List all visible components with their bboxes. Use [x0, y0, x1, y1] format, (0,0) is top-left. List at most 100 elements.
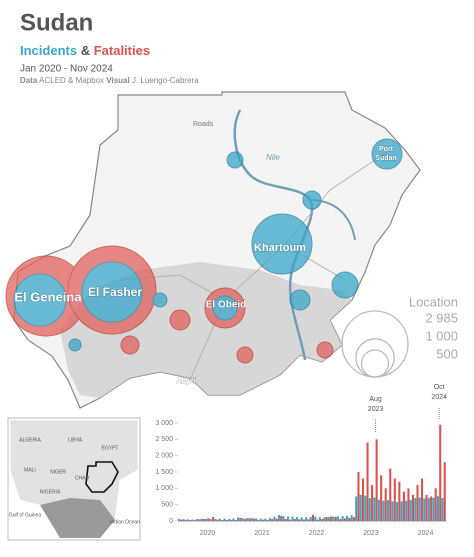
subtitle-amp: & — [81, 43, 90, 58]
bar — [441, 498, 444, 521]
bar — [293, 519, 296, 521]
bar — [259, 518, 262, 521]
inset-label: CHAD — [75, 475, 90, 481]
bar — [325, 517, 328, 521]
credit-text: ACLED & Mapbox — [39, 76, 104, 85]
credits: Data ACLED & Mapbox Visual J. Luengo-Cab… — [20, 76, 199, 85]
event-circles — [5, 138, 403, 364]
bar — [443, 462, 446, 521]
inset-label: ALGERIA — [19, 437, 41, 443]
x-tick-label: 2023 — [363, 530, 379, 537]
bar — [287, 516, 290, 521]
bar — [398, 481, 401, 521]
event-circle — [212, 295, 238, 321]
bar — [382, 500, 385, 521]
bar — [302, 519, 305, 521]
bar — [316, 519, 319, 521]
event-circle — [302, 190, 322, 210]
bar — [280, 516, 283, 521]
event-circle — [289, 289, 311, 311]
inset-labels: ALGERIA LIBYA EGYPT MALI NIGER CHAD NIGERIA Gul… — [9, 437, 140, 525]
legend-label: 2 985 — [425, 310, 458, 325]
bar — [241, 518, 244, 521]
bar — [184, 519, 187, 521]
bar — [314, 516, 317, 521]
bar — [371, 485, 374, 521]
y-tick-label: 500 — [161, 502, 173, 509]
bar — [359, 494, 362, 521]
bar — [409, 499, 412, 521]
inset-map: ALGERIA LIBYA EGYPT MALI NIGER CHAD NIGERIA Gul… — [7, 417, 141, 541]
inset-label: NIGER — [50, 469, 66, 475]
bar — [377, 499, 380, 521]
bar — [277, 515, 281, 521]
y-tick-label: 0 — [169, 518, 173, 525]
bar — [298, 519, 301, 521]
bar — [300, 517, 303, 521]
bar — [264, 518, 267, 521]
inset-label: LIBYA — [68, 437, 82, 443]
y-tick-label: 1 500 — [155, 469, 173, 476]
bar — [305, 517, 308, 521]
bar — [268, 518, 271, 521]
event-circle — [152, 292, 168, 308]
event-circle — [13, 273, 67, 327]
bar — [427, 498, 430, 521]
bar — [180, 519, 183, 521]
bar — [225, 520, 228, 521]
bar — [373, 497, 376, 521]
bar — [357, 472, 360, 521]
bar — [250, 517, 253, 521]
y-tick-label: 1 000 — [155, 485, 173, 492]
inset-label: Gulf of Guinea — [9, 512, 41, 518]
bar — [246, 518, 249, 521]
bar — [262, 519, 265, 521]
bar — [243, 519, 246, 521]
credit-text: J. Luengo-Cabrera — [132, 76, 199, 85]
bar — [366, 442, 369, 521]
legend-circle — [341, 310, 409, 378]
map-label: Port — [379, 146, 394, 153]
bar — [327, 517, 330, 521]
legend-title: Location — [409, 294, 458, 309]
map-label: Sudan — [375, 155, 396, 162]
bar — [400, 501, 403, 521]
bar — [191, 519, 194, 521]
bar — [193, 520, 196, 521]
bar — [393, 478, 396, 521]
bar — [198, 519, 201, 521]
bar — [330, 516, 333, 521]
bar — [237, 517, 240, 521]
bar — [425, 494, 428, 521]
map: Roads Nile Port Sudan Khartoum El Gen — [5, 91, 458, 409]
x-tick-label: 2020 — [200, 530, 216, 537]
bar — [350, 515, 353, 521]
bar — [375, 439, 378, 521]
bar — [405, 500, 408, 521]
bar — [232, 518, 235, 521]
event-circle — [316, 341, 334, 359]
bar — [391, 501, 394, 521]
bar — [332, 516, 335, 521]
event-circle — [331, 271, 359, 299]
annotation: Aug — [369, 396, 382, 403]
bar — [439, 424, 442, 521]
subtitle: Incidents & Fatalities — [20, 43, 150, 58]
credit-label: Visual — [106, 76, 129, 85]
bar — [209, 519, 212, 521]
bar — [227, 519, 231, 521]
event-circle — [226, 151, 244, 169]
annotation: Oct — [434, 384, 445, 391]
bar — [221, 520, 224, 521]
x-tick-label: 2024 — [418, 530, 434, 537]
bar — [196, 519, 199, 521]
map-label: El Fasher — [88, 285, 142, 299]
bar — [389, 468, 392, 521]
map-label: El Obeid — [206, 300, 247, 311]
bar — [336, 516, 340, 521]
bar — [200, 518, 203, 521]
bar — [230, 519, 233, 521]
credit-label: Data — [20, 76, 38, 85]
bar — [346, 515, 349, 521]
bar — [271, 519, 274, 521]
